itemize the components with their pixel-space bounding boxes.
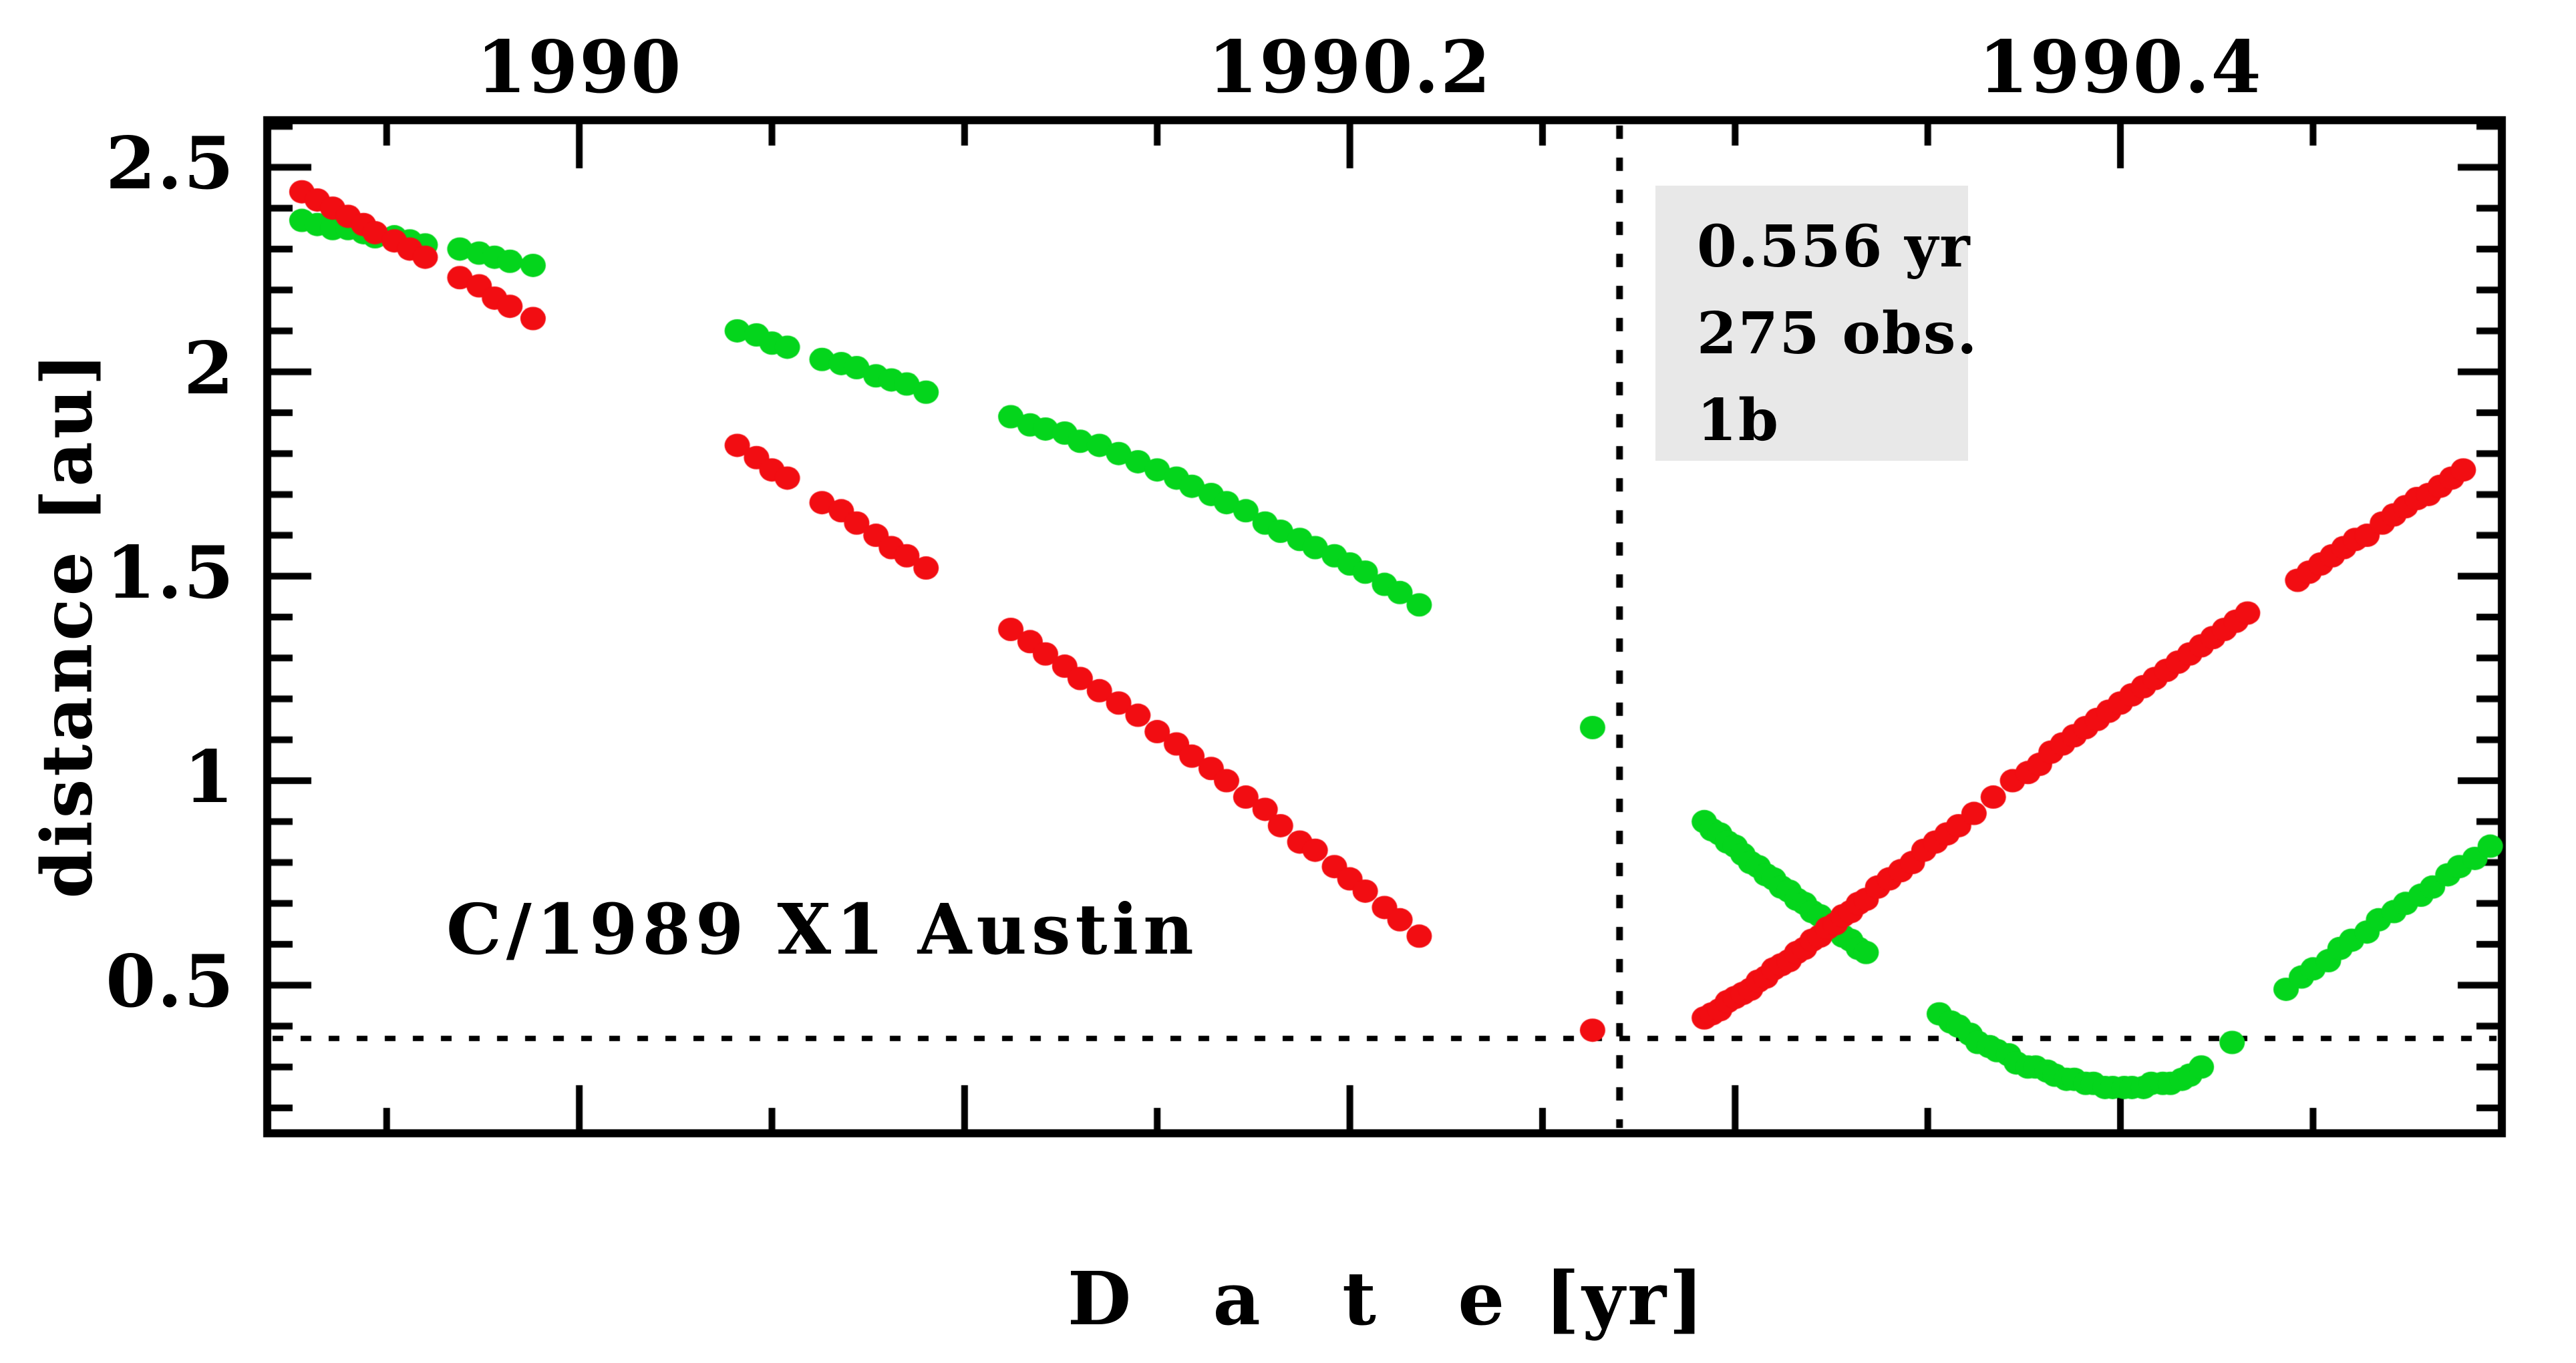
x-axis-title-unit: [yr]	[1545, 1255, 1707, 1342]
x-tick-label-1990.2: 1990.2	[1207, 25, 1492, 110]
x-tick-label-1990.4: 1990.4	[1978, 25, 2263, 110]
annotation-arc-length: 0.556 yr	[1697, 213, 1971, 280]
x-axis-title-word: D a t e	[1067, 1255, 1533, 1342]
annotation-box: 0.556 yr 275 obs. 1b	[1655, 186, 1979, 461]
y-axis-title: distance [au]	[25, 350, 108, 899]
y-tick-label-2: 2	[183, 326, 235, 411]
x-axis-title: D a t e [yr]	[1068, 1255, 1706, 1342]
y-tick-label-1.5: 1.5	[106, 530, 235, 615]
y-tick-label-0.5: 0.5	[106, 940, 235, 1024]
y-tick-label-2.5: 2.5	[106, 122, 235, 206]
x-tick-label-1990: 1990	[476, 25, 683, 110]
y-tick-label-1: 1	[183, 735, 235, 820]
comet-name-label: C/1989 X1 Austin	[446, 888, 1198, 970]
annotation-solution-id: 1b	[1697, 387, 1780, 454]
annotation-obs-count: 275 obs.	[1697, 300, 1979, 367]
